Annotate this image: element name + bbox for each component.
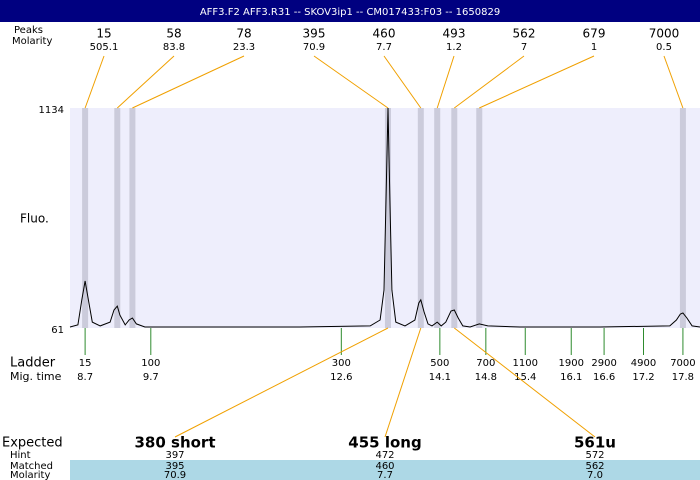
ladder-size: 4900	[631, 358, 656, 369]
ladder-size: 700	[476, 358, 495, 369]
hint-cell: 572	[585, 450, 604, 461]
peak-connector	[436, 55, 455, 109]
mig-time-label: Mig. time	[10, 370, 62, 383]
ladder-time: 15.4	[514, 372, 536, 383]
peak-molarity: 0.5	[656, 42, 672, 53]
peak-size: 7000	[649, 27, 680, 41]
peak-band	[476, 108, 483, 328]
ladder-time: 17.2	[632, 372, 654, 383]
table-row-label: Matched	[10, 461, 53, 472]
molarity-cell: 7.7	[377, 470, 393, 480]
expected-label: 455 long	[348, 434, 421, 452]
match-connector	[174, 327, 389, 438]
peak-molarity: 83.8	[163, 42, 185, 53]
ladder-time: 14.1	[429, 372, 451, 383]
peak-size: 460	[373, 27, 396, 41]
y-axis-label: Fluo.	[20, 212, 49, 226]
ladder-size: 1100	[513, 358, 538, 369]
y-tick-label: 1134	[39, 105, 64, 116]
match-connector	[384, 327, 422, 438]
ladder-size: 1900	[559, 358, 584, 369]
ladder-size: 15	[79, 358, 92, 369]
ladder-time: 9.7	[143, 372, 159, 383]
peak-size: 493	[443, 27, 466, 41]
ladder-size: 2900	[591, 358, 616, 369]
ladder-size: 7000	[670, 358, 695, 369]
peak-size: 58	[166, 27, 181, 41]
peak-connector	[313, 55, 389, 109]
matched-row-bg	[70, 460, 700, 480]
peak-molarity: 1	[591, 42, 597, 53]
peak-band	[384, 108, 391, 328]
peak-band	[679, 108, 686, 328]
peak-molarity: 7.7	[376, 42, 392, 53]
ladder-time: 16.6	[593, 372, 615, 383]
peak-size: 679	[583, 27, 606, 41]
table-row-label: Expected	[2, 436, 63, 451]
ladder-time: 14.8	[475, 372, 497, 383]
peaks-label: Peaks	[14, 25, 43, 36]
peak-connector	[132, 55, 245, 109]
table-row-label: Hint	[10, 450, 31, 461]
peak-size: 78	[236, 27, 251, 41]
peak-molarity: 505.1	[90, 42, 119, 53]
hint-cell: 472	[375, 450, 394, 461]
ladder-time: 17.8	[672, 372, 694, 383]
match-connector	[454, 327, 596, 438]
peak-connector	[663, 55, 684, 109]
ladder-time: 16.1	[560, 372, 582, 383]
peak-connector	[116, 55, 175, 109]
ladder-time: 12.6	[330, 372, 352, 383]
peak-band	[114, 108, 121, 328]
ladder-size: 300	[332, 358, 351, 369]
matched-cell: 562	[585, 461, 604, 472]
header-title: AFF3.F2 AFF3.R31 -- SKOV3ip1 -- CM017433…	[200, 7, 500, 18]
peak-band	[434, 108, 441, 328]
header-bar	[0, 0, 700, 22]
molarity-cell: 70.9	[164, 470, 186, 480]
peak-size: 562	[513, 27, 536, 41]
ladder-label: Ladder	[10, 356, 56, 371]
matched-cell: 460	[375, 461, 394, 472]
peak-band	[417, 108, 424, 328]
ladder-size: 500	[430, 358, 449, 369]
y-tick-label: 61	[51, 325, 64, 336]
peak-band	[129, 108, 136, 328]
table-row-label: Molarity	[10, 470, 50, 480]
expected-label: 561u	[574, 434, 616, 452]
peak-molarity: 1.2	[446, 42, 462, 53]
peak-size: 15	[96, 27, 111, 41]
peak-molarity: 23.3	[233, 42, 255, 53]
molarity-cell: 7.0	[587, 470, 603, 480]
expected-label: 380 short	[134, 434, 215, 452]
molarity-label: Molarity	[12, 36, 52, 47]
peak-molarity: 7	[521, 42, 527, 53]
ladder-size: 100	[141, 358, 160, 369]
peak-connector	[84, 55, 105, 109]
peak-band	[82, 108, 89, 328]
peak-molarity: 70.9	[303, 42, 325, 53]
peak-connector	[454, 55, 525, 109]
trace	[69, 107, 700, 328]
matched-cell: 395	[165, 461, 184, 472]
ladder-time: 8.7	[77, 372, 93, 383]
peak-band	[451, 108, 458, 328]
peak-size: 395	[303, 27, 326, 41]
peak-connector	[383, 55, 422, 109]
peak-connector	[479, 55, 595, 109]
hint-cell: 397	[165, 450, 184, 461]
